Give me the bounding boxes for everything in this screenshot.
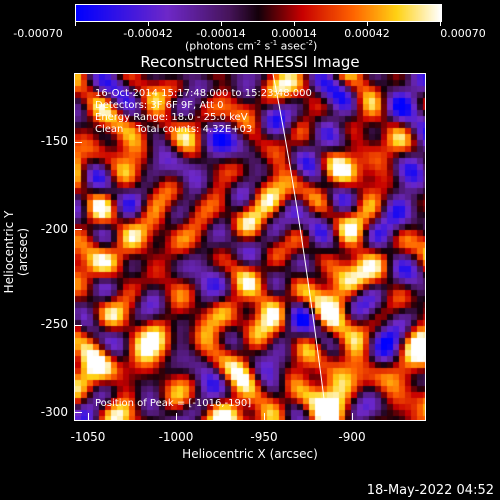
y-axis-label: Heliocentric Y (arcsec) — [2, 210, 30, 294]
colorbar-tick — [148, 21, 149, 26]
colorbar-tick — [440, 21, 441, 26]
colorbar-tick-label: 0.00042 — [344, 27, 390, 40]
info-clean-counts: Clean Total counts: 4.32E+03 — [95, 124, 253, 135]
y-tick-label: -200 — [40, 222, 68, 236]
plot-title: Reconstructed RHESSI Image — [140, 53, 360, 71]
x-axis-label: Heliocentric X (arcsec) — [182, 447, 318, 461]
rhessi-image-map — [75, 74, 425, 420]
timestamp: 18-May-2022 04:52 — [366, 483, 494, 498]
colorbar — [75, 4, 442, 22]
colorbar-tick-label: 0.00070 — [440, 27, 486, 40]
x-tick-label: -1000 — [158, 430, 194, 444]
y-tick — [74, 325, 82, 326]
colorbar-tick-label: -0.00070 — [13, 27, 63, 40]
colorbar-units: (photons cm-2 s-1 asec-2) — [185, 39, 318, 53]
solar-limb-line — [272, 74, 328, 420]
colorbar-tick-label: -0.00014 — [196, 27, 246, 40]
info-energy-range: Energy Range: 18.0 - 25.0 keV — [95, 112, 248, 123]
colorbar-tick — [367, 21, 368, 26]
colorbar-tick — [221, 21, 222, 26]
colorbar-tick — [75, 21, 76, 26]
x-tick-label: -950 — [250, 430, 278, 444]
info-peak-position: Position of Peak = [-1016,-190] — [95, 398, 252, 409]
y-tick — [74, 229, 82, 230]
colorbar-tick — [294, 21, 295, 26]
colorbar-tick-label: 0.00014 — [271, 27, 317, 40]
x-tick-label: -900 — [338, 430, 366, 444]
y-tick — [74, 412, 82, 413]
image-plot: 16-Oct-2014 15:17:48.000 to 15:23:48.000… — [74, 73, 426, 421]
y-tick-label: -250 — [40, 317, 68, 331]
info-detectors: Detectors: 3F 6F 9F, Att 0 — [95, 100, 224, 111]
y-tick-label: -300 — [40, 405, 68, 419]
x-tick — [352, 413, 353, 421]
x-tick — [176, 413, 177, 421]
y-tick — [74, 142, 82, 143]
x-tick — [88, 413, 89, 421]
colorbar-tick-label: -0.00042 — [123, 27, 173, 40]
x-tick — [264, 413, 265, 421]
y-tick-label: -150 — [40, 134, 68, 148]
x-tick-label: -1050 — [70, 430, 106, 444]
info-time-range: 16-Oct-2014 15:17:48.000 to 15:23:48.000 — [95, 88, 312, 99]
